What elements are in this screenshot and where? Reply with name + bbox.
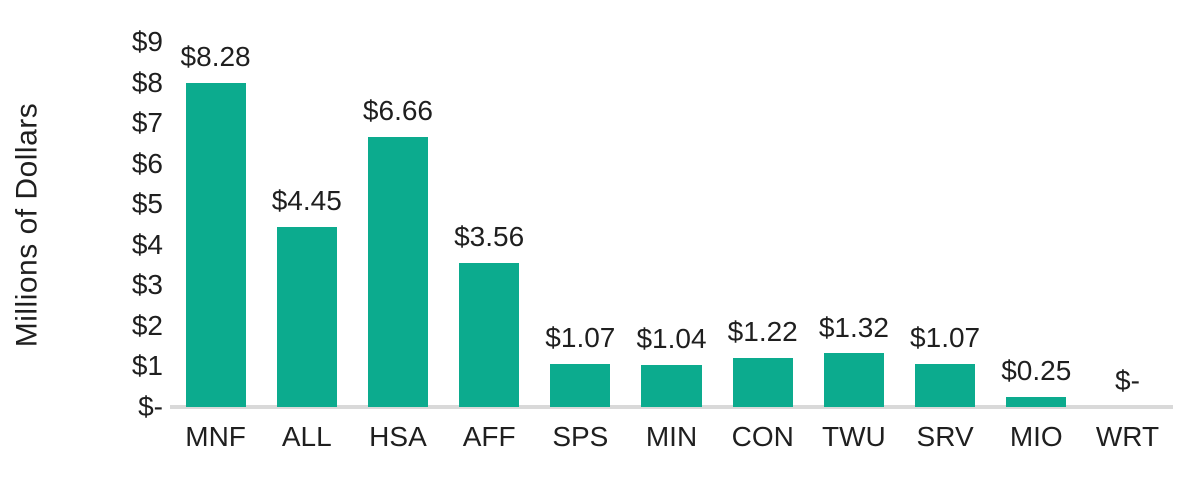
y-tick-label: $9 bbox=[131, 26, 163, 57]
bar-data-label: $0.25 bbox=[1001, 355, 1072, 387]
y-tick-label: $2 bbox=[131, 309, 163, 341]
y-tick-label: $1 bbox=[131, 350, 163, 382]
bar-hsa bbox=[367, 136, 429, 407]
x-category-label: SPS bbox=[552, 421, 609, 452]
bar-data-label: $1.22 bbox=[727, 315, 798, 347]
bar-data-label: $1.04 bbox=[636, 323, 707, 355]
x-category-label: WRT bbox=[1095, 421, 1160, 452]
bar-min bbox=[641, 364, 702, 407]
bar-data-label: $4.45 bbox=[271, 184, 342, 216]
x-category-label: CON bbox=[731, 421, 794, 452]
bar-slot: $1.22 bbox=[717, 42, 808, 407]
x-category-label: TWU bbox=[822, 421, 886, 452]
bar-data-label: $- bbox=[1115, 365, 1140, 397]
bar-mio bbox=[1006, 396, 1067, 407]
x-category-label: ALL bbox=[281, 421, 332, 452]
bar-data-label: $3.56 bbox=[454, 220, 525, 252]
bar-slot: $8.28 bbox=[170, 41, 261, 407]
bar-aff bbox=[459, 262, 520, 407]
bar-slot: $3.56 bbox=[444, 42, 535, 407]
x-category-label: MIN bbox=[645, 421, 698, 452]
bar-slot: $1.07 bbox=[535, 42, 626, 407]
y-tick-label: $5 bbox=[131, 188, 163, 220]
y-tick-label: $7 bbox=[131, 107, 163, 139]
plot-area: $8.28 $4.45 $6.66 $3.56 $1.07 $1.04 $1.22 $1.32… bbox=[170, 41, 1173, 409]
bar-slot: $4.45 bbox=[261, 42, 352, 407]
bar-srv bbox=[915, 363, 976, 407]
bar-twu bbox=[823, 353, 884, 407]
y-tick-label: $3 bbox=[131, 269, 163, 301]
bar-slot: $6.66 bbox=[352, 42, 443, 407]
y-axis-ticks: $9 $8 $7 $6 $5 $4 $3 $2 $1 $- bbox=[0, 26, 163, 422]
bar-slot: $- bbox=[1082, 42, 1173, 407]
x-axis-line bbox=[170, 405, 1173, 409]
bar-data-label: $1.07 bbox=[545, 321, 616, 353]
bar-con bbox=[732, 357, 793, 407]
bar-all bbox=[276, 226, 337, 407]
bar-slot: $0.25 bbox=[991, 42, 1082, 407]
x-axis-labels: MNF ALL HSA AFF SPS MIN CON TWU SRV MIO WRT bbox=[170, 421, 1173, 453]
bar-data-label: $1.32 bbox=[818, 311, 889, 343]
bar-data-label: $8.28 bbox=[180, 41, 251, 72]
x-category-label: SRV bbox=[916, 421, 974, 452]
bar-data-label: $6.66 bbox=[362, 95, 433, 127]
y-tick-label: $6 bbox=[131, 147, 163, 179]
y-tick-label: $- bbox=[138, 391, 163, 422]
bars-container: $8.28 $4.45 $6.66 $3.56 $1.07 $1.04 $1.22 $1.32… bbox=[170, 41, 1173, 407]
y-tick-label: $8 bbox=[131, 66, 163, 98]
bar-mnf bbox=[185, 82, 246, 407]
bar-slot: $1.07 bbox=[900, 42, 991, 407]
y-tick-label: $4 bbox=[131, 228, 163, 260]
x-category-label: HSA bbox=[369, 421, 427, 452]
x-category-label: MIO bbox=[1009, 421, 1063, 452]
bar-slot: $1.04 bbox=[626, 42, 717, 407]
bar-sps bbox=[550, 363, 611, 407]
x-category-label: MNF bbox=[185, 421, 246, 452]
bar-data-label: $1.07 bbox=[910, 321, 981, 353]
bar-slot: $1.32 bbox=[808, 42, 899, 407]
x-category-label: AFF bbox=[462, 421, 516, 452]
